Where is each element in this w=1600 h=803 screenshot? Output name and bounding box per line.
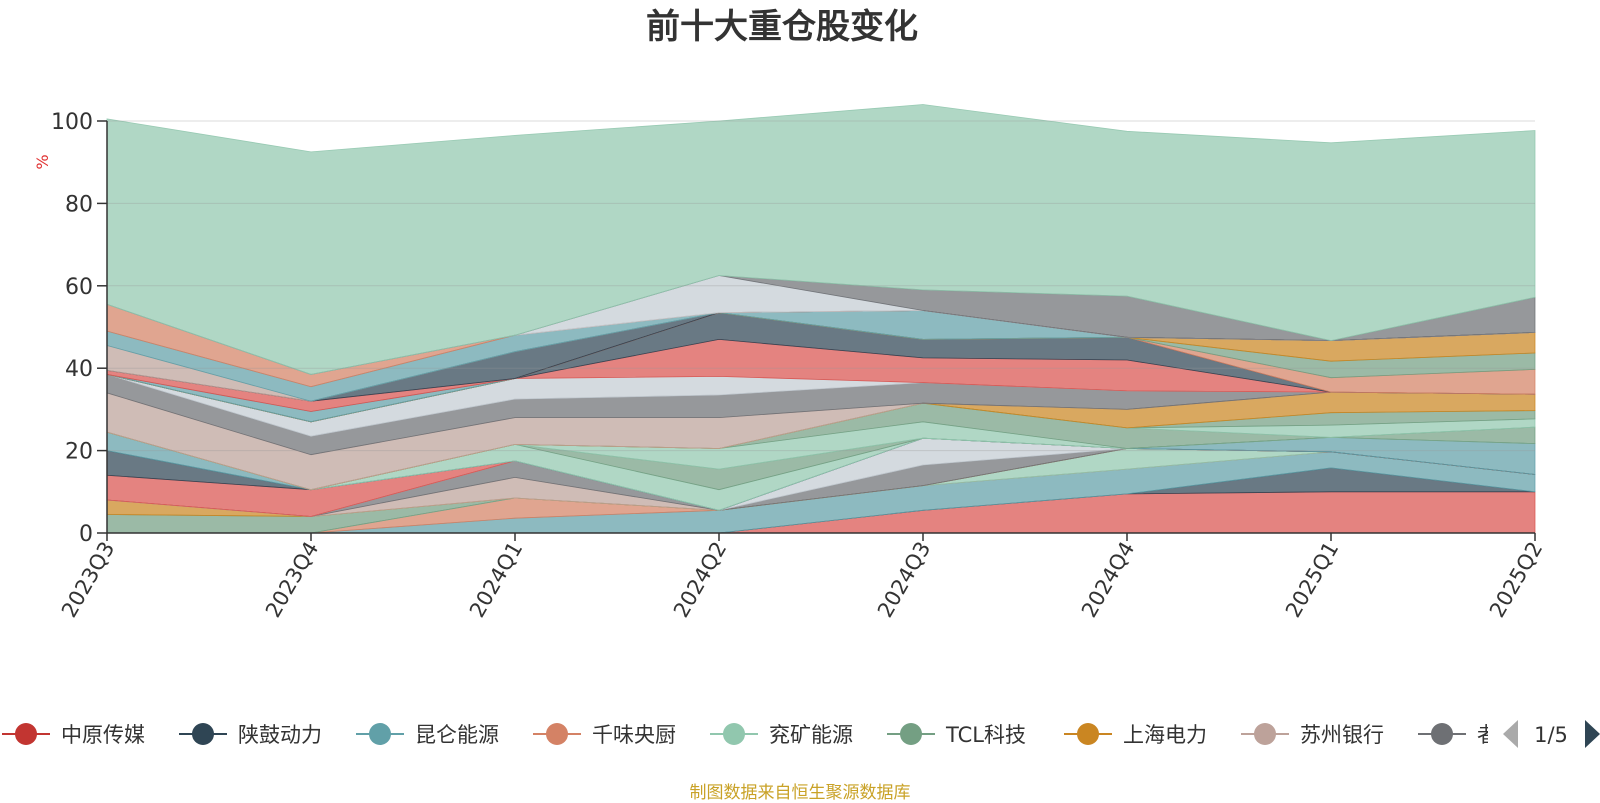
legend-pager[interactable]: 1/5 xyxy=(1503,720,1600,748)
legend-marker xyxy=(723,723,745,745)
legend-item[interactable]: 昆仑能源 xyxy=(356,723,499,747)
x-tick-label: 2024Q3 xyxy=(873,538,935,622)
legend-item[interactable]: 千味央厨 xyxy=(533,723,676,747)
x-tick-label: 2024Q2 xyxy=(669,538,731,622)
chart-title: 前十大重仓股变化 xyxy=(646,7,918,47)
legend-item[interactable]: 陕鼓动力 xyxy=(179,723,322,747)
data-source-note: 制图数据来自恒生聚源数据库 xyxy=(689,783,911,803)
legend-item[interactable]: 兖矿能源 xyxy=(710,723,853,747)
legend-label: TCL科技 xyxy=(945,723,1026,747)
legend-label: 中原传媒 xyxy=(61,723,145,747)
y-tick-label: 20 xyxy=(65,440,93,465)
y-tick-label: 60 xyxy=(65,275,93,300)
x-tick-label: 2025Q1 xyxy=(1281,538,1343,622)
legend-label: 千味央厨 xyxy=(592,723,676,747)
legend-marker xyxy=(369,723,391,745)
legend-item[interactable]: 者 xyxy=(1418,723,1498,747)
legend-marker xyxy=(900,723,922,745)
legend[interactable]: 中原传媒 陕鼓动力 昆仑能源 千味央厨 兖矿能源 TCL科技 上海电力 苏州银行 者 xyxy=(2,710,1600,760)
area-layers xyxy=(106,104,1536,534)
grid-lines xyxy=(107,120,1535,452)
legend-prev-icon[interactable] xyxy=(1503,720,1518,748)
legend-label: 苏州银行 xyxy=(1300,723,1384,747)
x-tick-label: 2025Q2 xyxy=(1485,538,1547,622)
y-tick-label: 80 xyxy=(65,192,93,217)
legend-item[interactable]: 上海电力 xyxy=(1064,723,1207,747)
legend-label: 昆仑能源 xyxy=(415,723,499,747)
y-tick-label: 100 xyxy=(51,110,93,135)
x-tick-label: 2023Q4 xyxy=(261,538,323,622)
legend-marker xyxy=(546,723,568,745)
y-axis-unit: % xyxy=(33,154,52,169)
legend-page-indicator: 1/5 xyxy=(1534,723,1568,747)
legend-marker xyxy=(1077,723,1099,745)
legend-label: 兖矿能源 xyxy=(769,723,853,747)
legend-marker xyxy=(1431,723,1453,745)
legend-item[interactable]: 中原传媒 xyxy=(2,723,145,747)
y-tick-label: 0 xyxy=(79,522,93,547)
legend-item[interactable]: 苏州银行 xyxy=(1241,723,1384,747)
legend-item[interactable]: TCL科技 xyxy=(887,723,1026,747)
legend-marker xyxy=(15,723,37,745)
y-tick-label: 40 xyxy=(65,357,93,382)
legend-marker xyxy=(192,723,214,745)
x-tick-label: 2024Q1 xyxy=(465,538,527,622)
legend-label: 上海电力 xyxy=(1123,723,1207,747)
x-tick-label: 2024Q4 xyxy=(1077,538,1139,622)
x-tick-label: 2023Q3 xyxy=(57,538,119,622)
legend-marker xyxy=(1254,723,1276,745)
legend-label: 陕鼓动力 xyxy=(238,723,322,747)
area-layer-37 xyxy=(106,104,1536,375)
legend-next-icon[interactable] xyxy=(1585,720,1600,748)
